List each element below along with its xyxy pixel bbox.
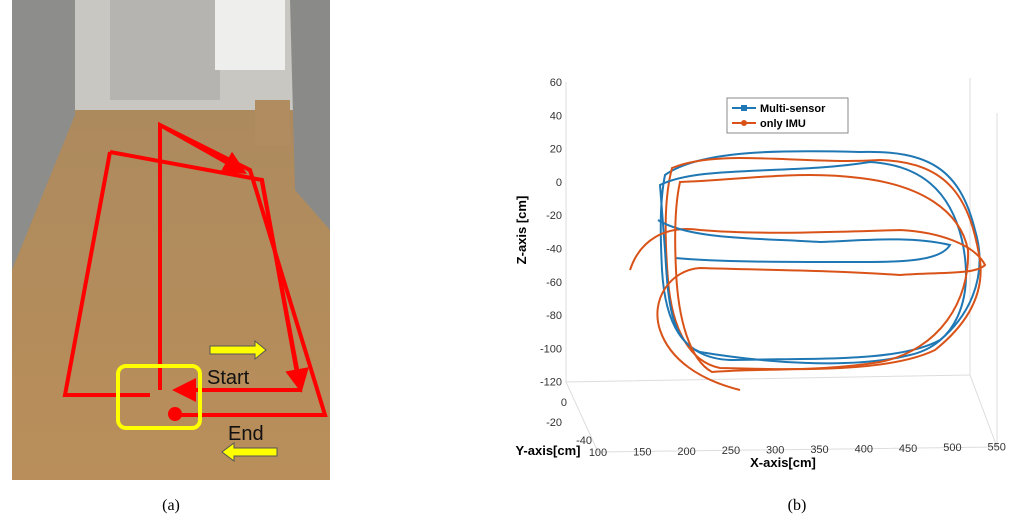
- tick-label: -20: [546, 417, 562, 429]
- legend: Multi-sensor only IMU: [726, 97, 849, 134]
- legend-label: only IMU: [760, 118, 806, 130]
- legend-label: Multi-sensor: [760, 103, 826, 115]
- tick-label: 40: [550, 110, 562, 122]
- tick-label: 0: [556, 177, 562, 189]
- tick-label: 550: [988, 442, 1006, 454]
- tick-label: 500: [943, 442, 961, 454]
- tick-label: -20: [546, 210, 562, 222]
- tick-label: 100: [589, 447, 607, 459]
- tick-label: 200: [677, 446, 695, 458]
- caption: (b): [788, 497, 807, 514]
- end-label: End: [228, 423, 264, 445]
- tick-label: -100: [540, 343, 562, 355]
- axis-label: Z-axis [cm]: [514, 196, 529, 265]
- tick-label: -40: [546, 244, 562, 256]
- tick-label: -60: [546, 277, 562, 289]
- tick-label: 350: [810, 444, 828, 456]
- tick-label: -80: [546, 310, 562, 322]
- tick-label: 300: [766, 445, 784, 457]
- photo: Start End: [12, 0, 330, 480]
- axis-label: Y-axis[cm]: [515, 443, 580, 458]
- plot-box: [565, 78, 998, 453]
- tick-label: 0: [561, 397, 567, 409]
- tick-label: 150: [633, 446, 651, 458]
- start-label: Start: [207, 367, 250, 389]
- tick-label: 450: [899, 443, 917, 455]
- tick-label: -40: [576, 435, 592, 447]
- tick-label: -120: [540, 377, 562, 389]
- axis-label: X-axis[cm]: [750, 455, 816, 470]
- caption: (a): [162, 497, 180, 514]
- trajectories: [629, 150, 987, 391]
- tick-label: 20: [550, 144, 562, 156]
- tick-label: 60: [550, 77, 562, 89]
- tick-label: 250: [722, 445, 740, 457]
- tick-label: 400: [855, 443, 873, 455]
